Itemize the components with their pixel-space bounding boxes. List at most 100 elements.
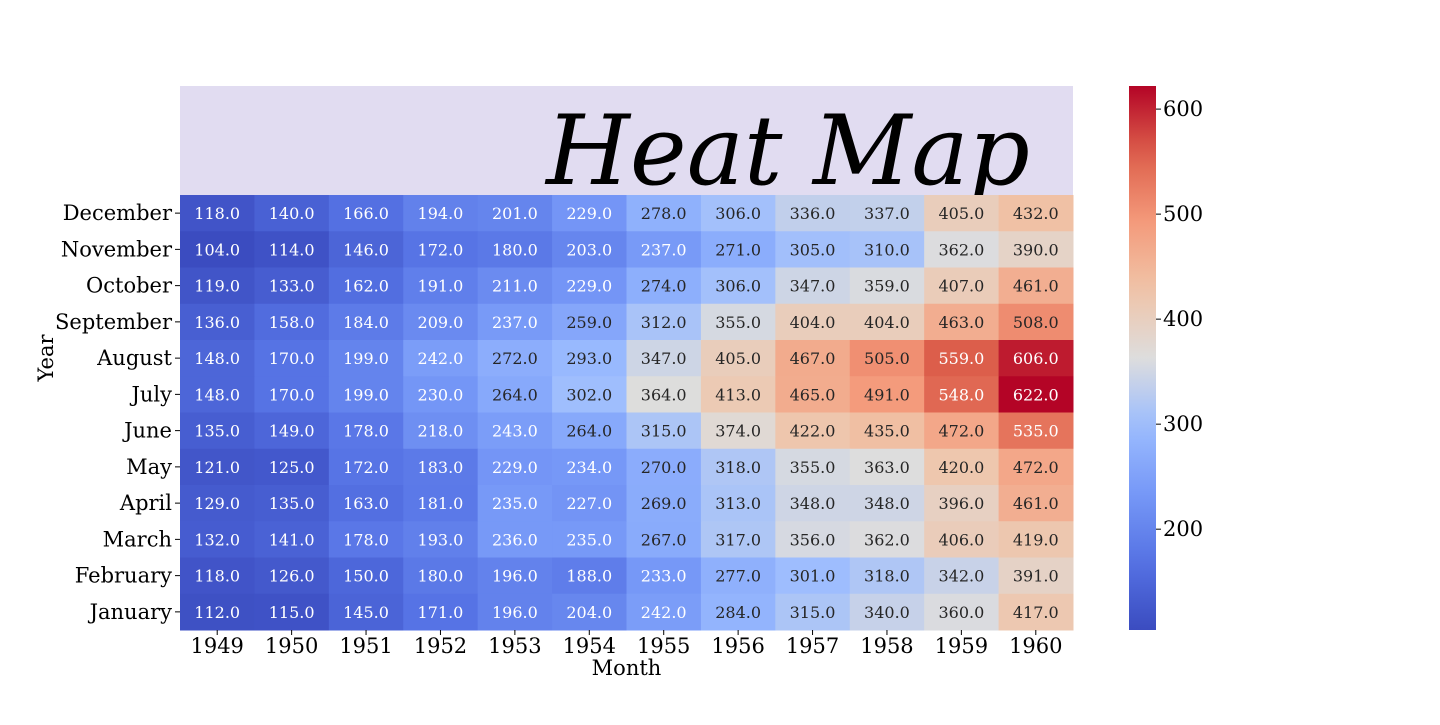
colorbar-tick-label: 200 (1163, 517, 1203, 541)
heatmap-cell (328, 303, 404, 341)
cell-value-label: 163.0 (343, 494, 389, 513)
cell-value-label: 348.0 (864, 494, 910, 513)
cell-value-label: 396.0 (938, 494, 984, 513)
heatmap-cell (998, 521, 1074, 558)
cell-value-label: 467.0 (790, 349, 836, 368)
x-axis-ticks: 1949 1950 1951 1952 1953 1954 1955 1956 1957 1958… (190, 630, 1063, 658)
cell-value-label: 548.0 (938, 385, 984, 404)
heatmap-cell (626, 521, 702, 558)
heatmap-cell (180, 267, 255, 305)
cell-value-label: 196.0 (492, 603, 538, 622)
heatmap-cell (180, 303, 255, 341)
title-background (180, 86, 1073, 195)
cell-value-label: 118.0 (194, 567, 240, 586)
cell-value-label: 422.0 (790, 422, 836, 441)
cell-value-label: 407.0 (938, 277, 984, 296)
heatmap-cell (552, 485, 627, 522)
cell-value-label: 420.0 (938, 458, 984, 477)
heatmap-cell (700, 195, 776, 232)
cell-value-label: 150.0 (343, 567, 389, 586)
y-tick-label: May (126, 455, 172, 479)
heatmap-cell (775, 267, 851, 305)
cell-value-label: 340.0 (864, 603, 910, 622)
heatmap-cell (254, 303, 330, 341)
cell-value-label: 404.0 (864, 313, 910, 332)
heatmap-cell (626, 340, 702, 377)
cell-value-label: 201.0 (492, 204, 538, 223)
cell-value-label: 170.0 (269, 349, 315, 368)
colorbar-tick-label: 600 (1163, 97, 1203, 121)
heatmap-cell (552, 267, 627, 305)
x-tick-label: 1958 (860, 634, 913, 658)
heatmap-cell (626, 231, 702, 268)
cell-value-label: 158.0 (269, 313, 315, 332)
cell-value-label: 229.0 (566, 204, 612, 223)
x-tick-label: 1957 (786, 634, 839, 658)
x-tick-label: 1953 (488, 634, 541, 658)
cell-value-label: 406.0 (938, 530, 984, 549)
cell-value-label: 136.0 (194, 313, 240, 332)
heatmap-cell (254, 521, 330, 558)
cell-value-label: 622.0 (1013, 385, 1059, 404)
heatmap-cell (254, 195, 330, 232)
heatmap-cell (626, 303, 702, 341)
heatmap-cell (403, 303, 479, 341)
y-tick-label: September (55, 310, 173, 334)
heatmap-cell (477, 303, 553, 341)
y-axis-label: Year (34, 334, 58, 383)
heatmap-cell (626, 593, 702, 631)
heatmap-cell (998, 340, 1074, 377)
cell-value-label: 284.0 (715, 603, 761, 622)
heatmap-cell (849, 521, 925, 558)
cell-value-label: 491.0 (864, 385, 910, 404)
heatmap-cell (477, 340, 553, 377)
cell-value-label: 193.0 (418, 530, 464, 549)
cell-value-label: 432.0 (1013, 204, 1059, 223)
heatmap-cell (775, 593, 851, 631)
x-tick-label: 1959 (935, 634, 988, 658)
heatmap-cell (775, 340, 851, 377)
cell-value-label: 162.0 (343, 277, 389, 296)
heatmap-cell (403, 593, 479, 631)
cell-value-label: 461.0 (1013, 494, 1059, 513)
heatmap-cell (180, 448, 255, 486)
colorbar-tick-label: 400 (1163, 307, 1203, 331)
y-tick-label: April (119, 491, 172, 515)
cell-value-label: 172.0 (343, 458, 389, 477)
cell-value-label: 269.0 (641, 494, 687, 513)
heatmap-cell (998, 376, 1074, 413)
heatmap-cell (403, 195, 479, 232)
cell-value-label: 374.0 (715, 422, 761, 441)
cell-value-label: 306.0 (715, 277, 761, 296)
heatmap-cell (180, 412, 255, 450)
heatmap-cell (328, 340, 404, 377)
cell-value-label: 178.0 (343, 422, 389, 441)
heatmap-cell (254, 593, 330, 631)
cell-value-label: 184.0 (343, 313, 389, 332)
cell-value-label: 301.0 (790, 567, 836, 586)
heatmap-cell (700, 485, 776, 522)
heatmap-cell (254, 557, 330, 595)
cell-value-label: 199.0 (343, 385, 389, 404)
heatmap-cell (180, 557, 255, 595)
cell-value-label: 271.0 (715, 240, 761, 259)
heatmap-cell (775, 521, 851, 558)
cell-value-label: 209.0 (418, 313, 464, 332)
heatmap-cell (180, 521, 255, 558)
cell-value-label: 125.0 (269, 458, 315, 477)
x-tick-label: 1955 (637, 634, 690, 658)
heatmap-cell (700, 412, 776, 450)
y-tick-label: August (96, 346, 172, 370)
heatmap-cell (924, 267, 1000, 305)
heatmap-cell (849, 593, 925, 631)
heatmap-cell (775, 557, 851, 595)
colorbar-tick-label: 500 (1163, 202, 1203, 226)
heatmap-cell (700, 267, 776, 305)
heatmap-cell (924, 231, 1000, 268)
cell-value-label: 234.0 (566, 458, 612, 477)
cell-value-label: 149.0 (269, 422, 315, 441)
heatmap-cell (403, 231, 479, 268)
cell-value-label: 178.0 (343, 530, 389, 549)
heatmap-cell (328, 376, 404, 413)
